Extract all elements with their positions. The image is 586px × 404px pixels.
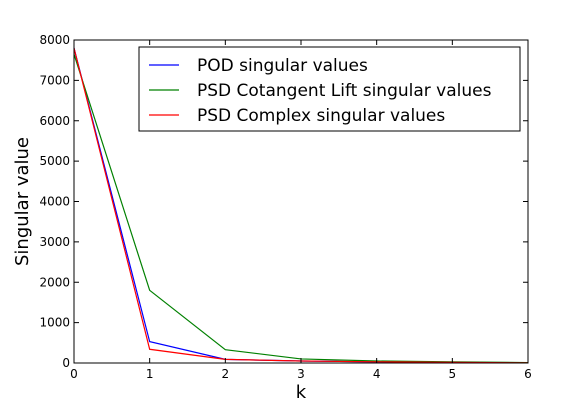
x-tick-label: 1 xyxy=(146,367,154,381)
legend: POD singular values PSD Cotangent Lift si… xyxy=(138,46,521,132)
legend-label-0: POD singular values xyxy=(197,56,368,76)
y-tick-label: 5000 xyxy=(39,154,70,168)
x-tick-label: 5 xyxy=(449,367,457,381)
y-tick-label: 8000 xyxy=(39,33,70,47)
y-tick-label: 3000 xyxy=(39,235,70,249)
x-tick-label: 6 xyxy=(524,367,532,381)
x-axis-label: k xyxy=(296,382,307,403)
x-tick-label: 4 xyxy=(373,367,381,381)
y-tick-label: 7000 xyxy=(39,73,70,87)
legend-box xyxy=(138,46,521,132)
x-tick-label: 3 xyxy=(297,367,305,381)
y-axis-label: Singular value xyxy=(12,137,33,266)
x-axis: 0 1 2 3 4 5 6 xyxy=(70,40,532,381)
y-axis: 0 1000 2000 3000 4000 5000 6000 7000 8000 xyxy=(39,33,528,370)
legend-label-2: PSD Complex singular values xyxy=(197,106,445,126)
y-tick-label: 1000 xyxy=(39,316,70,330)
x-tick-label: 0 xyxy=(70,367,78,381)
y-tick-label: 0 xyxy=(62,356,70,370)
y-tick-label: 4000 xyxy=(39,195,70,209)
legend-label-1: PSD Cotangent Lift singular values xyxy=(197,81,492,101)
y-tick-label: 6000 xyxy=(39,114,70,128)
y-tick-label: 2000 xyxy=(39,275,70,289)
x-tick-label: 2 xyxy=(222,367,230,381)
